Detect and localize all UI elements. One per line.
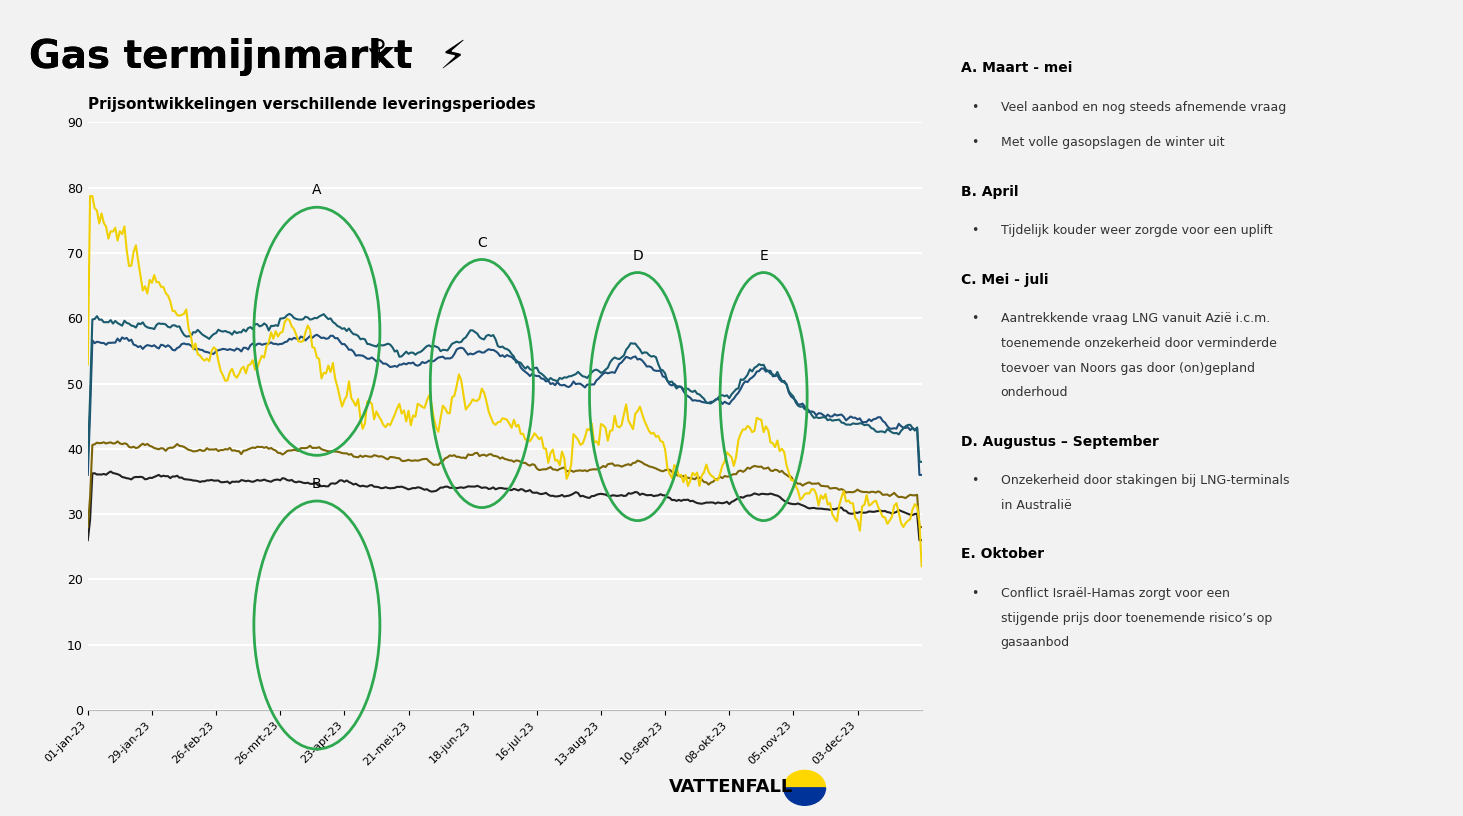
Line: Y+1: Y+1 [88, 314, 922, 462]
TTF M+1 [257, 341, 275, 351]
Text: Aantrekkende vraag LNG vanuit Azië i.c.m.: Aantrekkende vraag LNG vanuit Azië i.c.m… [1001, 313, 1270, 326]
Y+4 [913, 535, 930, 545]
Y+4 [418, 484, 436, 494]
Text: E. Oktober: E. Oktober [961, 548, 1045, 561]
Y+2 [309, 330, 326, 339]
Line: Y+3: Y+3 [88, 441, 922, 527]
Text: •: • [971, 587, 979, 600]
TTF M+1 [82, 191, 99, 201]
Line: Y+4: Y+4 [88, 472, 922, 540]
TTF M+1 [414, 402, 432, 412]
Text: B. April: B. April [961, 184, 1018, 199]
Text: B: B [312, 477, 322, 491]
Text: Veel aanbod en nog steeds afnemende vraag: Veel aanbod en nog steeds afnemende vraa… [1001, 101, 1286, 114]
TTF M+1 [876, 512, 894, 522]
Y+2 [310, 331, 328, 341]
Text: C: C [477, 236, 487, 250]
Wedge shape [784, 788, 825, 805]
TTF M+1 [310, 354, 328, 364]
Y+3 [414, 455, 432, 464]
Text: Gas termijnmarkt: Gas termijnmarkt [29, 38, 413, 76]
Y+2 [414, 357, 432, 367]
Y+3 [79, 522, 97, 532]
Text: •: • [971, 224, 979, 237]
Text: •: • [971, 101, 979, 114]
Y+3 [876, 490, 894, 499]
Y+2 [876, 418, 894, 428]
Y+3 [108, 437, 126, 446]
Text: Met volle gasopslagen de winter uit: Met volle gasopslagen de winter uit [1001, 136, 1225, 149]
Y+4 [102, 467, 120, 477]
Y+3 [796, 479, 813, 489]
Text: •: • [971, 313, 979, 326]
Y+4 [257, 476, 275, 486]
Y+1 [796, 405, 813, 415]
Y+4 [414, 484, 432, 494]
Text: toevoer van Noors gas door (on)gepland: toevoer van Noors gas door (on)gepland [1001, 361, 1255, 375]
Line: Y+2: Y+2 [88, 335, 922, 475]
Text: C. Mei - juli: C. Mei - juli [961, 273, 1049, 286]
Text: Gas termijnmarkt  ⚡: Gas termijnmarkt ⚡ [29, 38, 467, 76]
Text: D. Augustus – September: D. Augustus – September [961, 435, 1159, 449]
Y+2 [418, 357, 436, 367]
Text: onderhoud: onderhoud [1001, 387, 1068, 399]
Text: Prijsontwikkelingen verschillende leveringsperiodes: Prijsontwikkelingen verschillende leveri… [88, 96, 535, 112]
Y+2 [796, 401, 813, 411]
Text: Onzekerheid door stakingen bij LNG-terminals: Onzekerheid door stakingen bij LNG-termi… [1001, 474, 1289, 487]
Y+4 [79, 535, 97, 545]
Y+1 [418, 341, 436, 351]
TTF M+1 [418, 396, 436, 406]
Text: VATTENFALL: VATTENFALL [670, 778, 793, 796]
TTF M+1 [913, 561, 930, 571]
Y+1 [414, 346, 432, 356]
TTF M+1 [79, 360, 97, 370]
Text: ⚘: ⚘ [363, 37, 394, 69]
Text: Tijdelijk kouder weer zorgde voor een uplift: Tijdelijk kouder weer zorgde voor een up… [1001, 224, 1273, 237]
Y+3 [310, 442, 328, 452]
Y+3 [257, 442, 275, 452]
Y+1 [913, 457, 930, 467]
Text: A. Maart - mei: A. Maart - mei [961, 61, 1072, 75]
Y+1 [310, 312, 328, 322]
Y+1 [876, 428, 894, 437]
Y+2 [256, 339, 274, 349]
Y+4 [876, 506, 894, 516]
Text: A: A [312, 184, 322, 197]
Text: Conflict Israël-Hamas zorgt voor een: Conflict Israël-Hamas zorgt voor een [1001, 587, 1229, 600]
Line: TTF M+1: TTF M+1 [88, 196, 922, 566]
Text: stijgende prijs door toenemende risico’s op: stijgende prijs door toenemende risico’s… [1001, 612, 1271, 625]
Y+1 [281, 309, 298, 319]
Text: E: E [759, 249, 768, 263]
Y+3 [418, 454, 436, 463]
Y+1 [79, 457, 97, 467]
Y+4 [796, 501, 813, 511]
Text: •: • [971, 474, 979, 487]
Y+1 [256, 318, 274, 328]
TTF M+1 [796, 489, 813, 499]
Wedge shape [784, 770, 825, 788]
Y+3 [913, 522, 930, 532]
Text: gasaanbod: gasaanbod [1001, 636, 1069, 650]
Text: •: • [971, 136, 979, 149]
Text: in Australië: in Australië [1001, 499, 1071, 512]
Text: D: D [632, 249, 642, 263]
Y+2 [79, 470, 97, 480]
Y+2 [913, 470, 930, 480]
Y+4 [310, 481, 328, 491]
Text: toenemende onzekerheid door verminderde: toenemende onzekerheid door verminderde [1001, 337, 1277, 350]
